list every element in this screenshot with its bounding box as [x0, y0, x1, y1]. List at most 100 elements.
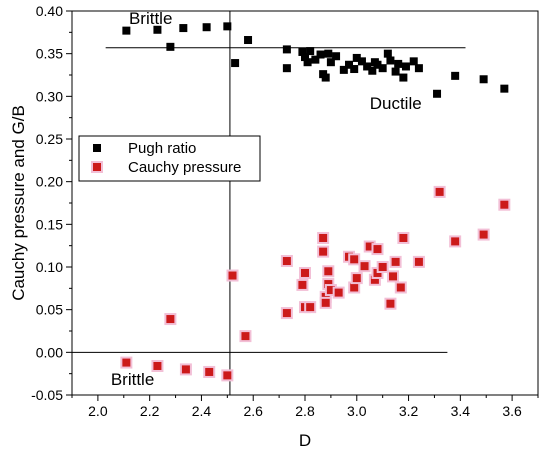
pugh-ratio-point [311, 55, 320, 64]
region-annotation: Brittle [129, 9, 172, 28]
x-tick-label: 3.0 [347, 403, 367, 419]
pugh-ratio-point [352, 53, 361, 62]
cauchy-point-marker [373, 245, 382, 254]
cauchy-pressure-point [179, 363, 192, 376]
x-tick-label: 3.2 [399, 403, 419, 419]
cauchy-point-marker [352, 274, 361, 283]
x-tick-label: 2.8 [295, 403, 315, 419]
cauchy-pressure-point [151, 359, 164, 372]
y-tick-label: 0.15 [36, 216, 63, 232]
cauchy-pressure-point [358, 260, 371, 273]
cauchy-point-marker [378, 263, 387, 271]
cauchy-pressure-point [387, 270, 400, 283]
legend-cauchy-marker [93, 163, 101, 171]
cauchy-point-marker [360, 262, 369, 271]
cauchy-point-marker [389, 272, 398, 281]
pugh-ratio-point [231, 59, 240, 68]
pugh-ratio-point [282, 45, 291, 54]
cauchy-point-marker [306, 303, 315, 312]
axes: 2.0 2.2 2.4 2.6 2.8 3.0 3.2 3.4 3.6 -0.05 0.00 0.05… [31, 3, 539, 419]
pugh-ratio-point [378, 64, 387, 73]
cauchy-pressure-point [221, 369, 234, 382]
y-tick-label: 0.25 [36, 131, 63, 147]
pugh-ratio-point [301, 53, 309, 62]
pugh-ratio-point [306, 47, 315, 56]
legend-pugh-marker [93, 144, 101, 152]
cauchy-point-marker [365, 242, 374, 251]
cauchy-pressure-point [304, 301, 317, 314]
cauchy-point-marker [399, 233, 408, 242]
cauchy-point-marker [334, 288, 343, 297]
cauchy-pressure-point [299, 266, 311, 279]
pugh-ratio-point [223, 22, 232, 31]
pugh-ratio-point [282, 64, 291, 73]
cauchy-point-marker [181, 365, 190, 374]
x-tick-label: 2.2 [140, 403, 160, 419]
annotations: Brittle Ductile Brittle [111, 9, 422, 389]
cauchy-pressure-point [397, 231, 410, 244]
pugh-ratio-point [324, 49, 333, 58]
cauchy-pressure-point [389, 255, 402, 268]
cauchy-pressure-point [317, 231, 330, 244]
cauchy-point-marker [241, 332, 250, 341]
cauchy-pressure-point [322, 265, 335, 278]
x-tick-label: 3.4 [451, 403, 471, 419]
pugh-ratio-point [368, 66, 377, 75]
cauchy-pressure-point [371, 243, 384, 256]
legend: Pugh ratio Cauchy pressure [78, 135, 261, 182]
pugh-ratio-point [451, 71, 460, 80]
cauchy-point-marker [282, 257, 291, 266]
x-tick-label: 2.4 [192, 403, 212, 419]
y-tick-label: -0.05 [31, 387, 63, 403]
y-tick-label: 0.00 [36, 344, 63, 360]
x-tick-label: 3.6 [502, 403, 522, 419]
pugh-ratio-point [202, 23, 211, 32]
pugh-ratio-point [414, 64, 423, 73]
pugh-ratio-point [394, 59, 403, 68]
pugh-ratio-point [363, 62, 372, 71]
cauchy-pressure-point [317, 245, 330, 258]
y-tick-label: 0.05 [36, 302, 63, 318]
pugh-ratio-point [153, 25, 162, 34]
cauchy-point-marker [298, 280, 307, 289]
cauchy-point-marker [479, 230, 488, 239]
pugh-ratio-point [316, 50, 325, 59]
y-tick-label: 0.35 [36, 46, 63, 62]
cauchy-pressure-point [332, 286, 345, 299]
cauchy-pressure-point [449, 235, 462, 248]
cauchy-pressure-point [477, 228, 490, 241]
pugh-ratio-point [401, 62, 410, 71]
pugh-ratio-point [479, 75, 488, 84]
cauchy-point-marker [122, 358, 131, 367]
pugh-ratio-point [326, 58, 335, 67]
cauchy-point-marker [500, 200, 509, 209]
pugh-ratio-point [339, 65, 348, 74]
y-axis-title: Cauchy pressure and G/B [9, 105, 28, 301]
cauchy-pressure-point [433, 185, 446, 198]
x-axis-title: D [299, 431, 311, 450]
cauchy-pressure-point [412, 255, 425, 268]
cauchy-point-marker [301, 268, 309, 277]
cauchy-pressure-point [348, 253, 361, 266]
y-tick-label: 0.20 [36, 174, 63, 190]
cauchy-point-marker [324, 267, 333, 276]
cauchy-pressure-point [226, 269, 239, 282]
pugh-ratio-point [332, 52, 341, 61]
pugh-ratio-point [244, 36, 253, 45]
cauchy-pressure-point [203, 365, 216, 378]
cauchy-pressure-point [164, 313, 177, 326]
cauchy-pressure-point [376, 261, 389, 273]
y-tick-label: 0.10 [36, 259, 63, 275]
pugh-ratio-points [122, 22, 509, 98]
pugh-ratio-point [179, 24, 188, 33]
cauchy-point-marker [414, 257, 423, 266]
cauchy-pressure-point [296, 278, 309, 291]
cauchy-point-marker [205, 367, 214, 376]
cauchy-point-marker [153, 361, 162, 370]
x-tick-label: 2.6 [243, 403, 263, 419]
pugh-ratio-point [350, 65, 359, 74]
cauchy-point-marker [391, 257, 400, 266]
cauchy-point-marker [386, 299, 395, 308]
